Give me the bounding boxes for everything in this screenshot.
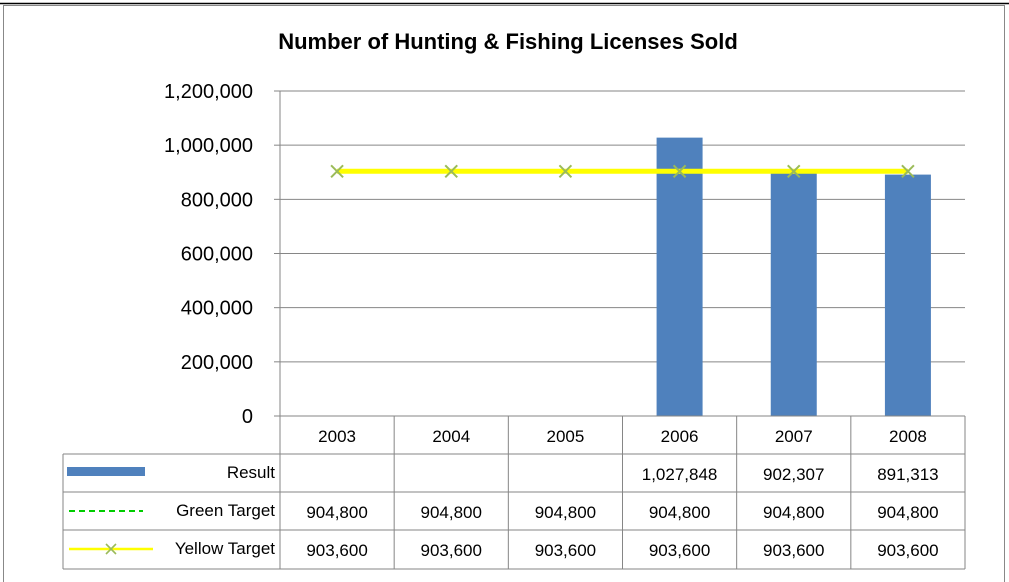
- chart-frame: [3, 5, 1005, 582]
- data-label: 903,600: [649, 541, 710, 560]
- data-label: 903,600: [306, 541, 367, 560]
- x-category-label: 2007: [775, 427, 813, 446]
- data-label: 903,600: [421, 541, 482, 560]
- y-tick-label: 1,000,000: [164, 135, 253, 157]
- marker-x-stroke: [558, 164, 573, 178]
- data-label: 904,800: [649, 503, 710, 522]
- marker-x: [330, 164, 344, 178]
- data-label: 903,600: [877, 541, 938, 560]
- x-category-label: 2006: [661, 427, 699, 446]
- legend-label: Green Target: [176, 501, 275, 520]
- marker-x: [787, 164, 801, 178]
- y-tick-label: 0: [242, 406, 253, 428]
- bar: [656, 137, 703, 416]
- marker-x: [558, 164, 573, 178]
- table-row: Result 1,027,848 902,307 891,313: [67, 463, 939, 484]
- marker-x: [672, 164, 687, 178]
- x-category-label: 2005: [547, 427, 585, 446]
- data-label: 1,027,848: [642, 465, 718, 484]
- y-tick-label: 600,000: [181, 244, 253, 266]
- marker-x: [901, 164, 915, 178]
- legend-label: Result: [227, 463, 275, 482]
- marker-x-stroke: [901, 164, 915, 178]
- x-category-label: 2003: [318, 427, 356, 446]
- table-row: Yellow Target 903,600 903,600 903,600 903,60…: [69, 539, 939, 560]
- plot-area: 0 200,000 400,000 600,000 800,000 1,000,000 1,…: [164, 81, 965, 428]
- marker-x-stroke: [444, 164, 458, 178]
- chart-title: Number of Hunting & Fishing Licenses Sol…: [278, 29, 738, 54]
- bar: [884, 174, 931, 416]
- data-label: 904,800: [306, 503, 367, 522]
- data-label: 904,800: [535, 503, 596, 522]
- data-label: 903,600: [535, 541, 596, 560]
- data-label: 904,800: [763, 503, 824, 522]
- bar: [770, 171, 817, 416]
- marker-x-stroke: [787, 164, 801, 178]
- x-category-label: 2008: [889, 427, 927, 446]
- data-label: 904,800: [877, 503, 938, 522]
- marker-x: [444, 164, 458, 178]
- data-label: 903,600: [763, 541, 824, 560]
- data-table: 2003 2004 2005 2006 2007 2008 Result 1,027,848 9…: [62, 415, 966, 570]
- y-tick-label: 800,000: [181, 189, 253, 211]
- data-label: 904,800: [421, 503, 482, 522]
- y-tick-label: 400,000: [181, 298, 253, 320]
- y-tick-label: 200,000: [181, 352, 253, 374]
- legend-key-result: [67, 467, 145, 476]
- table-row: Green Target 904,800 904,800 904,800 904,800…: [69, 501, 939, 522]
- data-label: 902,307: [763, 465, 824, 484]
- legend-marker-x: [105, 543, 117, 555]
- y-tick-label: 1,200,000: [164, 81, 253, 103]
- x-category-label: 2004: [432, 427, 470, 446]
- legend-label: Yellow Target: [175, 539, 275, 558]
- data-label: 891,313: [877, 465, 938, 484]
- marker-x-stroke: [330, 164, 344, 178]
- marker-x-stroke: [672, 164, 687, 178]
